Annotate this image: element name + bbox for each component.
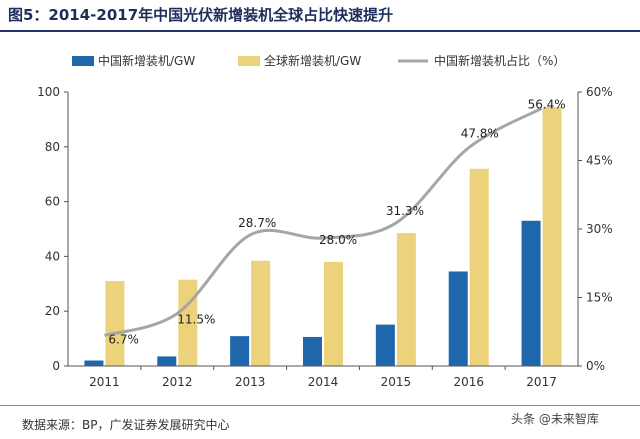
share-label-2012: 11.5%	[177, 312, 215, 326]
bar-china-2016	[448, 271, 468, 366]
bar-china-2015	[375, 324, 395, 366]
legend-swatch-china	[72, 56, 94, 66]
bar-global-2014	[324, 261, 343, 366]
chart: 中国新增装机/GW 全球新增装机/GW 中国新增装机占比（%） 6.7% 11.5…	[37, 53, 613, 389]
y-left-tick-0: 0	[52, 359, 60, 373]
bar-global-2011	[105, 281, 125, 366]
bar-china-2014	[303, 336, 322, 366]
legend-label-china: 中国新增装机/GW	[98, 53, 195, 68]
share-label-2011: 6.7%	[108, 332, 139, 346]
x-tick-2012: 2012	[162, 375, 193, 389]
y-left-tick-100: 100	[37, 85, 60, 99]
share-label-2014: 28.0%	[319, 233, 357, 247]
share-label-2017: 56.4%	[528, 97, 566, 111]
bar-china-2011	[84, 360, 104, 366]
bar-china-2013	[230, 336, 250, 366]
watermark: 头条 @未来智库	[511, 412, 599, 426]
legend: 中国新增装机/GW 全球新增装机/GW 中国新增装机占比（%）	[72, 53, 565, 68]
share-label-2015: 31.3%	[386, 204, 424, 218]
share-label-2016: 47.8%	[461, 127, 499, 141]
y-right-tick-0%: 0%	[586, 359, 605, 373]
bar-china-2017	[521, 220, 541, 366]
bar-global-2016	[469, 168, 489, 366]
bar-global-2017	[542, 107, 562, 366]
y-right-tick-30%: 30%	[586, 222, 613, 236]
x-tick-2017: 2017	[526, 375, 557, 389]
bar-china-2012	[157, 356, 177, 366]
source-note: 数据来源：BP，广发证券发展研究中心	[22, 418, 230, 432]
y-right-tick-60%: 60%	[586, 85, 613, 99]
footer-divider	[0, 405, 640, 406]
x-tick-2011: 2011	[89, 375, 120, 389]
legend-label-share: 中国新增装机占比（%）	[434, 53, 565, 68]
share-label-2013: 28.7%	[238, 216, 276, 230]
y-right-tick-45%: 45%	[586, 154, 613, 168]
x-tick-2014: 2014	[308, 375, 339, 389]
y-left-tick-60: 60	[45, 195, 60, 209]
y-left-tick-80: 80	[45, 140, 60, 154]
x-tick-2016: 2016	[453, 375, 484, 389]
y-left-tick-20: 20	[45, 304, 60, 318]
bar-global-2013	[251, 260, 271, 366]
legend-swatch-global	[238, 56, 260, 66]
bar-global-2015	[396, 233, 416, 366]
legend-label-global: 全球新增装机/GW	[264, 53, 361, 68]
share-line	[103, 107, 543, 337]
title-divider	[0, 30, 640, 32]
y-right-tick-15%: 15%	[586, 291, 613, 305]
y-left-tick-40: 40	[45, 249, 60, 263]
page-title: 图5：2014-2017年中国光伏新增装机全球占比快速提升	[8, 6, 394, 24]
x-tick-2015: 2015	[381, 375, 412, 389]
x-tick-2013: 2013	[235, 375, 266, 389]
